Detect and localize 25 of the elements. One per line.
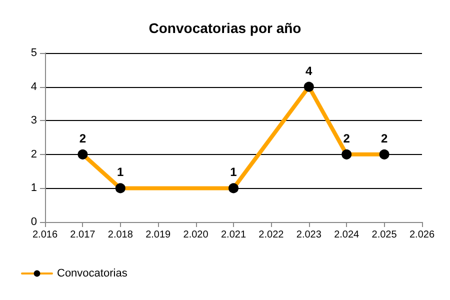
x-tick-label: 2.018 (108, 230, 134, 240)
data-label: 2 (343, 131, 350, 146)
chart-title: Convocatorias por año (148, 20, 302, 36)
y-tick-label: 3 (30, 114, 37, 127)
y-tick-label: 2 (30, 148, 37, 160)
x-tick-label: 2.020 (183, 230, 209, 240)
x-tick-label: 2.026 (409, 230, 435, 240)
y-tick-label: 4 (30, 80, 37, 93)
data-label: 2 (380, 131, 388, 146)
data-label: 2 (79, 131, 86, 146)
data-label: 1 (230, 165, 238, 180)
data-label: 1 (117, 165, 124, 180)
data-label: 4 (306, 64, 313, 78)
y-tick-label: 1 (30, 182, 37, 194)
x-tick-label: 2.016 (32, 230, 58, 240)
x-tick-label: 2.017 (70, 230, 96, 240)
x-tick-label: 2.021 (220, 230, 246, 240)
x-tick-label: 2.022 (258, 230, 284, 240)
y-tick-label: 5 (30, 47, 37, 59)
x-tick-label: 2.023 (296, 230, 322, 240)
y-tick-label: 0 (30, 216, 37, 228)
x-tick-label: 2.024 (334, 230, 360, 240)
x-tick-label: 2.019 (146, 230, 172, 240)
x-tick-label: 2.025 (372, 230, 398, 240)
legend-label: Convocatorias (57, 268, 128, 280)
